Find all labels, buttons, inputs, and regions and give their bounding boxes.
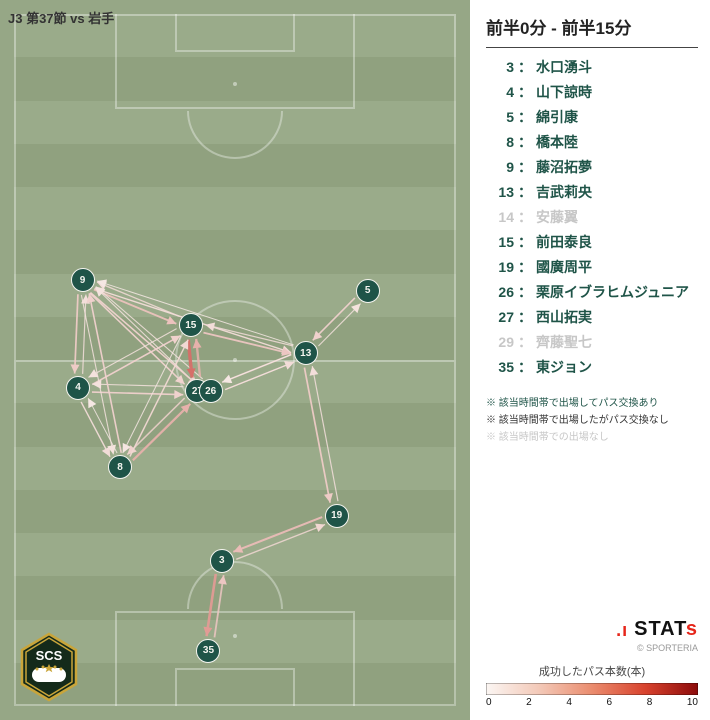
brand-word: STATs	[634, 618, 698, 641]
player-node: 35	[196, 639, 220, 663]
player-node: 8	[108, 455, 132, 479]
roster-item: 26：栗原イブラヒムジュニア	[486, 285, 698, 299]
svg-text:SCS: SCS	[36, 648, 63, 663]
player-node: 15	[179, 313, 203, 337]
player-node: 3	[210, 549, 234, 573]
roster-item: 19：國廣周平	[486, 260, 698, 274]
player-node: 19	[325, 504, 349, 528]
roster-item: 5：綿引康	[486, 110, 698, 124]
legend-notes: ※ 該当時間帯で出場してパス交換あり※ 該当時間帯で出場したがパス交換なし※ 該…	[486, 395, 698, 446]
roster-list: 3：水口湧斗 4：山下諒時 5：綿引康 8：橋本陸 9：藤沼拓夢 13：吉武莉央 14：安藤…	[486, 60, 698, 385]
roster-item: 27：西山拓実	[486, 310, 698, 324]
side-panel: 前半0分 - 前半15分 3：水口湧斗 4：山下諒時 5：綿引康 8：橋本陸 9：藤沼拓…	[470, 0, 710, 720]
roster-item: 14：安藤翼	[486, 210, 698, 224]
roster-item: 9：藤沼拓夢	[486, 160, 698, 174]
roster-item: 15：前田泰良	[486, 235, 698, 249]
time-range: 前半0分 - 前半15分	[486, 14, 698, 48]
roster-item: 4：山下諒時	[486, 85, 698, 99]
player-node: 4	[66, 376, 90, 400]
match-title: J3 第37節 vs 岩手	[8, 8, 114, 27]
copyright: © SPORTERIA	[486, 643, 698, 653]
roster-item: 3：水口湧斗	[486, 60, 698, 74]
scale-ticks: 0246810	[486, 697, 698, 708]
club-logo: SCS	[18, 632, 80, 702]
brand-mark-icon: .ı	[616, 621, 628, 639]
player-nodes: 95151342726819335	[14, 14, 456, 706]
color-scale	[486, 683, 698, 695]
player-node: 13	[294, 341, 318, 365]
pitch: 95151342726819335	[14, 14, 456, 706]
legend-line: ※ 該当時間帯で出場してパス交換あり	[486, 395, 698, 412]
scale-caption: 成功したパス本数(本)	[486, 663, 698, 679]
roster-item: 13：吉武莉央	[486, 185, 698, 199]
stats-brand: .ı STATs	[486, 618, 698, 641]
roster-item: 8：橋本陸	[486, 135, 698, 149]
roster-item: 35：東ジョン	[486, 360, 698, 374]
pitch-panel: J3 第37節 vs 岩手 95151342726819335 SCS	[0, 0, 470, 720]
player-node: 5	[356, 279, 380, 303]
player-node: 26	[199, 379, 223, 403]
roster-item: 29：齊藤聖七	[486, 335, 698, 349]
footer: .ı STATs © SPORTERIA 成功したパス本数(本) 0246810	[486, 618, 698, 708]
legend-line: ※ 該当時間帯で出場したがパス交換なし	[486, 412, 698, 429]
player-node: 9	[71, 268, 95, 292]
legend-line: ※ 該当時間帯での出場なし	[486, 429, 698, 446]
